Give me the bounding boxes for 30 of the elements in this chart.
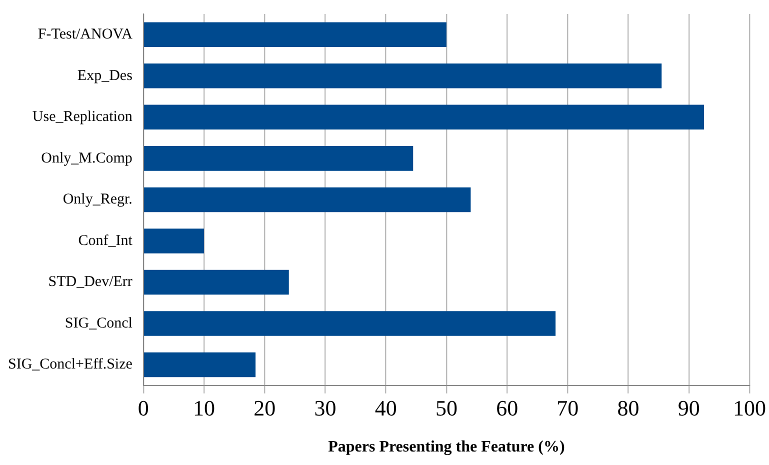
- bar: [144, 270, 289, 295]
- y-tick-label: SIG_Concl+Eff.Size: [8, 356, 133, 373]
- x-tick-label: 20: [254, 395, 276, 420]
- bar: [144, 64, 662, 88]
- bar: [144, 352, 256, 378]
- y-tick-label: STD_Dev/Err: [48, 274, 132, 290]
- bar: [144, 187, 471, 212]
- bar: [144, 311, 556, 336]
- x-tick-label: 0: [138, 395, 149, 420]
- x-tick-label: 80: [617, 395, 640, 420]
- bar: [144, 228, 204, 254]
- y-tick-label: F-Test/ANOVA: [38, 26, 133, 43]
- y-tick-label: SIG_Concl: [64, 315, 132, 332]
- x-tick-label: 40: [374, 395, 397, 420]
- y-tick-label: Only_M.Comp: [41, 150, 132, 166]
- x-tick-label: 100: [733, 395, 766, 420]
- bar: [144, 22, 446, 48]
- x-tick-label: 70: [556, 395, 579, 420]
- x-tick-label: 50: [435, 395, 458, 420]
- x-axis-title: Papers Presenting the Feature (%): [328, 438, 565, 456]
- y-tick-label: Use_Replication: [32, 109, 133, 126]
- x-tick-label: 60: [496, 395, 518, 420]
- x-tick-label: 10: [193, 395, 216, 420]
- y-tick-label: Only_Regr.: [62, 192, 132, 208]
- bar: [144, 146, 414, 171]
- y-tick-label: Conf_Int: [78, 232, 134, 249]
- y-tick-label: Exp_Des: [77, 68, 133, 84]
- x-tick-label: 30: [314, 395, 336, 420]
- bar: [144, 104, 704, 130]
- x-tick-label: 90: [678, 395, 700, 420]
